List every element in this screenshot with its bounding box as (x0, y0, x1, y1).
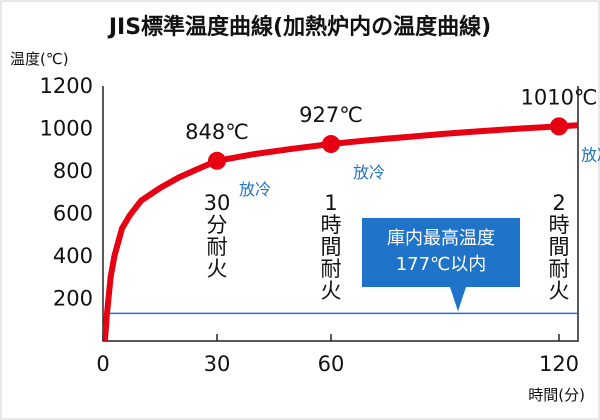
callout-box (362, 218, 520, 312)
x-tick-label: 60 (318, 352, 345, 376)
y-tick-label: 600 (53, 202, 93, 226)
x-tick-label: 120 (539, 352, 579, 376)
plot-area: 200 400 600 800 1000 1200 0 30 60 120 庫内最高温度 177℃以内… (40, 74, 600, 376)
x-axis-label: 時間(分) (528, 386, 585, 404)
y-tick-label: 200 (53, 287, 93, 311)
callout-text: 177℃以内 (396, 254, 487, 275)
data-point-marker (550, 117, 568, 136)
data-point-label: 1010℃ (520, 85, 597, 109)
data-point-label: 927℃ (299, 103, 363, 127)
y-tick-label: 800 (53, 159, 93, 183)
callout-text: 庫内最高温度 (387, 228, 495, 249)
y-tick-label: 400 (53, 244, 93, 268)
data-point-marker (322, 135, 340, 154)
cooling-label: 放冷 (353, 163, 385, 182)
y-tick-label: 1000 (40, 117, 93, 141)
duration-label: 30 分耐火 (204, 191, 231, 281)
data-point-label: 848℃ (185, 120, 249, 144)
y-axis-label: 温度(℃) (10, 50, 69, 68)
duration-label: 1 時間耐火 (321, 191, 342, 303)
cooling-label: 放冷 (581, 145, 600, 164)
cooling-label: 放冷 (239, 180, 271, 199)
plot-frame (102, 86, 579, 342)
x-tick-label: 0 (96, 352, 109, 376)
x-tick-label: 30 (204, 352, 231, 376)
chart-title: JIS標準温度曲線(加熱炉内の温度曲線) (107, 14, 491, 40)
y-tick-label: 1200 (40, 74, 93, 98)
duration-label: 2 時間耐火 (549, 191, 570, 303)
data-point-marker (208, 151, 226, 170)
